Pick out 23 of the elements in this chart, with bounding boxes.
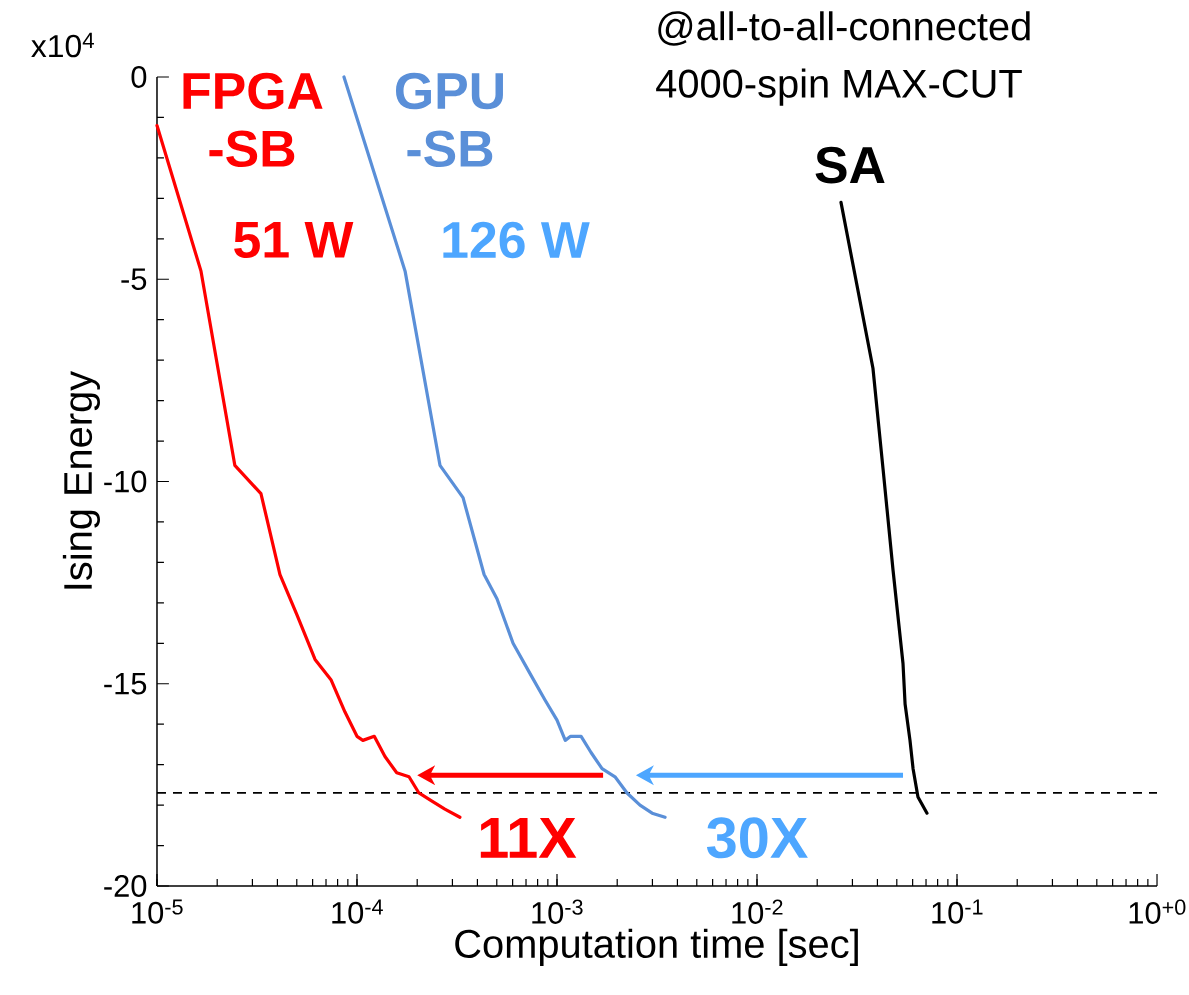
y-tick-label: -10: [104, 470, 147, 493]
x-tick-label: 10$^{-1}$: [932, 899, 983, 924]
x-tick-label: 10$^{-3}$: [532, 899, 583, 924]
series-label: GPU -SB: [395, 72, 503, 168]
x-tick-label: 10$^{-5}$: [132, 899, 183, 924]
annotation: 126 W: [443, 221, 590, 259]
x-tick-label: 10$^{+0}$: [1129, 899, 1186, 924]
chart-subtitle: 4000-spin MAX-CUT: [656, 68, 1022, 106]
text: x10$^{4}$: [31, 32, 94, 58]
x-axis-title: Computation time [sec]: [455, 928, 858, 966]
y-tick-label: 0: [131, 66, 147, 88]
y-axis-title: Ising Energy: [62, 370, 100, 589]
annotation: 11X: [480, 817, 577, 858]
y-tick-label: -5: [121, 268, 147, 291]
series-label: FPGA -SB: [183, 72, 323, 168]
y-tick-label: -20: [104, 875, 147, 897]
y-tick-label: -15: [104, 672, 147, 695]
series-label: SA: [815, 146, 885, 184]
chart-title: @all-to-all-connected: [658, 11, 1030, 46]
annotation: 51 W: [234, 221, 354, 259]
annotation: 30X: [706, 817, 808, 859]
x-tick-label: 10$^{-2}$: [732, 899, 783, 924]
x-tick-label: 10$^{-4}$: [332, 899, 383, 924]
